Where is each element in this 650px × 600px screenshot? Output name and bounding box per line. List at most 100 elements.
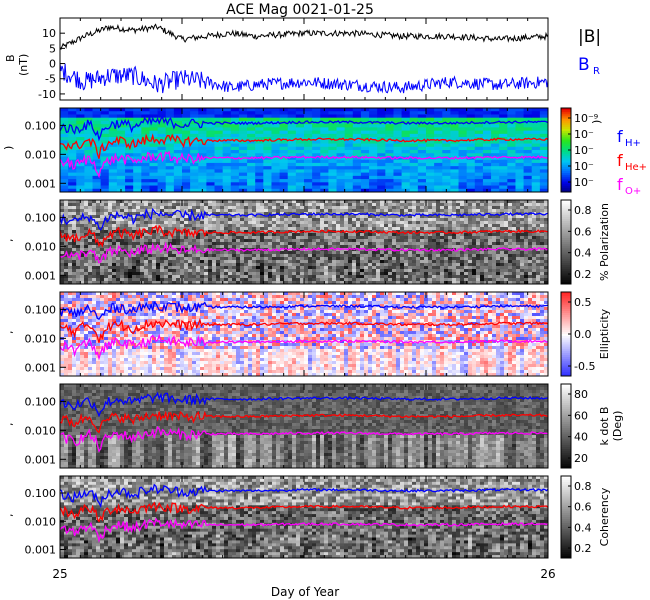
heatmap-cell [332, 245, 337, 249]
heatmap-cell [133, 111, 142, 115]
heatmap-cell [222, 124, 232, 128]
heatmap-cell [442, 159, 451, 164]
heatmap-cell [128, 218, 133, 222]
heatmap-cell [472, 245, 477, 249]
colorbar-segment [561, 187, 571, 191]
heatmap-cell [268, 266, 273, 270]
heatmap-cell [238, 137, 248, 141]
heatmap-cell [287, 143, 297, 148]
heatmap-cell [352, 146, 362, 151]
heatmap-cell [539, 143, 549, 148]
heatmap-cell [404, 215, 409, 219]
heatmap-cell [168, 260, 173, 264]
heatmap-cell [482, 162, 492, 167]
heatmap-cell [364, 221, 369, 225]
heatmap-cell [272, 254, 277, 258]
heatmap-cell [496, 227, 501, 231]
heatmap-cell [424, 230, 429, 234]
heatmap-cell [384, 269, 389, 273]
heatmap-cell [80, 200, 85, 204]
heatmap-cell [144, 278, 149, 282]
heatmap-cell [216, 245, 221, 249]
heatmap-cell [176, 263, 181, 267]
heatmap-cell [472, 215, 477, 219]
heatmap-cell [416, 278, 421, 282]
heatmap-cell [148, 254, 153, 258]
heatmap-cell [444, 263, 449, 267]
heatmap-cell [264, 236, 269, 240]
heatmap-cell [271, 169, 280, 174]
heatmap-cell [84, 236, 89, 240]
heatmap-cell [324, 227, 329, 231]
heatmap-cell [284, 266, 289, 270]
heatmap-cell [356, 242, 361, 246]
heatmap-cell [88, 275, 93, 279]
heatmap-cell [464, 272, 469, 276]
heatmap-cell [222, 111, 232, 115]
heatmap-cell [288, 227, 293, 231]
heatmap-cell [404, 266, 409, 270]
heatmap-cell [348, 221, 353, 225]
heatmap-cell [271, 166, 280, 170]
heatmap-cell [176, 239, 181, 243]
heatmap-cell [247, 143, 256, 148]
heatmap-cell [458, 133, 468, 138]
heatmap-cell [276, 236, 281, 240]
heatmap-cell [100, 233, 105, 237]
heatmap-cell [512, 278, 517, 282]
heatmap-cell [279, 166, 289, 170]
heatmap-cell [173, 120, 183, 125]
heatmap-cell [515, 108, 524, 112]
heatmap-cell [148, 269, 153, 273]
heatmap-cell [450, 182, 459, 186]
heatmap-cell [182, 127, 191, 132]
heatmap-cell [348, 263, 353, 267]
gyro-line-h [59, 114, 549, 142]
heatmap-cell [112, 200, 117, 204]
heatmap-cell [76, 263, 81, 267]
heatmap-cell [468, 272, 473, 276]
heatmap-cell [468, 242, 473, 246]
heatmap-cell [84, 245, 89, 249]
heatmap-cell [420, 275, 425, 279]
heatmap-cell [499, 150, 508, 154]
heatmap-cell [240, 278, 245, 282]
heatmap-cell [434, 108, 443, 112]
heatmap-cell [442, 137, 451, 141]
heatmap-cell [377, 114, 386, 119]
heatmap-cell [88, 260, 93, 264]
heatmap-cell [100, 251, 105, 255]
heatmap-cell [190, 143, 199, 148]
heatmap-cell [172, 272, 177, 276]
heatmap-cell [190, 146, 199, 151]
heatmap-cell [352, 124, 362, 128]
heatmap-cell [491, 156, 500, 161]
heatmap-cell [417, 140, 427, 144]
heatmap-cell [492, 209, 497, 213]
heatmap-cell [244, 281, 249, 285]
heatmap-cell [168, 227, 173, 231]
heatmap-cell [328, 150, 337, 154]
heatmap-cell [328, 281, 333, 285]
heatmap-cell [368, 281, 373, 285]
heatmap-cell [304, 175, 313, 180]
heatmap-cell [308, 272, 313, 276]
heatmap-cell [472, 266, 477, 270]
heatmap-cell [284, 242, 289, 246]
heatmap-cell [68, 239, 73, 243]
heatmap-cell [230, 133, 240, 138]
heatmap-cell [384, 281, 389, 285]
heatmap-cell [100, 272, 105, 276]
heatmap-cell [456, 281, 461, 285]
heatmap-cell [515, 166, 524, 170]
heatmap-cell [500, 251, 505, 255]
heatmap-cell [324, 215, 329, 219]
heatmap-cell [491, 188, 500, 193]
heatmap-cell [304, 117, 313, 122]
heatmap-cell [149, 114, 158, 119]
heatmap-cell [128, 260, 133, 264]
heatmap-cell [240, 200, 245, 204]
heatmap-cell [523, 127, 533, 132]
heatmap-cell [287, 179, 297, 183]
heatmap-cell [240, 227, 245, 231]
